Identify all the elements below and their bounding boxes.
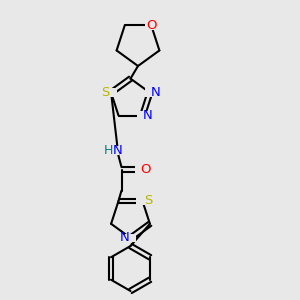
Text: H: H — [103, 143, 113, 157]
Bar — [145, 21, 157, 30]
Text: S: S — [101, 86, 110, 99]
Text: N: N — [113, 143, 122, 157]
Text: O: O — [140, 163, 151, 176]
Bar — [105, 88, 117, 97]
Text: S: S — [144, 194, 152, 208]
Text: N: N — [143, 109, 153, 122]
Bar — [135, 165, 147, 174]
Bar — [125, 234, 136, 242]
Bar — [136, 196, 148, 206]
Text: N: N — [120, 231, 130, 244]
Text: O: O — [146, 19, 157, 32]
Text: N: N — [150, 86, 160, 99]
Bar — [137, 111, 148, 120]
Bar — [104, 146, 119, 154]
Bar — [145, 88, 155, 97]
